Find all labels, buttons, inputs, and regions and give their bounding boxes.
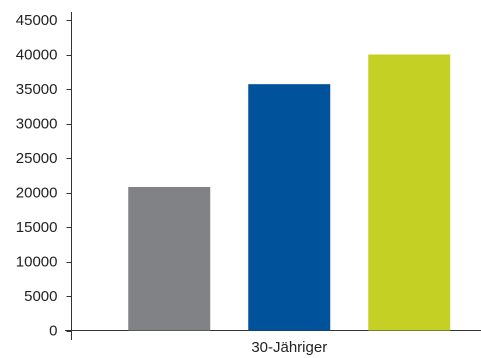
y-tick-label: 40000: [16, 47, 58, 64]
y-tick-label: 25000: [16, 150, 58, 167]
bar-series-2: [248, 84, 331, 331]
bars: [128, 54, 451, 331]
y-tick-label: 35000: [16, 81, 58, 98]
y-tick-label: 45000: [16, 12, 58, 29]
y-tick-label: 15000: [16, 219, 58, 236]
bar-series-3: [368, 54, 451, 331]
x-category-label: 30-Jähriger: [251, 339, 327, 356]
y-tick-label: 30000: [16, 116, 58, 133]
bar-series-1: [128, 186, 211, 331]
x-axis: 30-Jähriger: [65, 330, 481, 356]
y-tick-label: 20000: [16, 185, 58, 202]
y-tick-label: 5000: [24, 288, 57, 305]
y-tick-label: 0: [49, 323, 57, 340]
y-tick-label: 10000: [16, 254, 58, 271]
y-axis: 0 5000 10000 15000 20000 25000 30000 35000 40000…: [16, 12, 72, 340]
